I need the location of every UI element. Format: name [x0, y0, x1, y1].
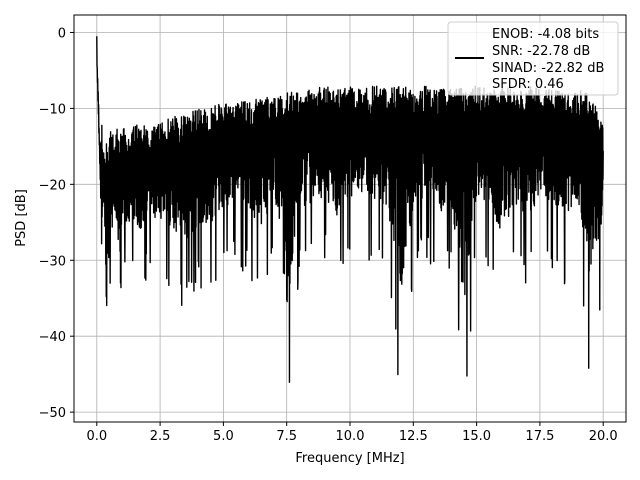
- x-tick-label: 17.5: [525, 429, 554, 444]
- x-tick-label: 2.5: [150, 429, 171, 444]
- psd-series: [96, 36, 604, 383]
- y-tick-label: −20: [39, 178, 66, 193]
- x-tick-label: 10.0: [336, 429, 365, 444]
- x-axis-label: Frequency [MHz]: [295, 451, 404, 466]
- x-tick-label: 5.0: [213, 429, 234, 444]
- x-tick-label: 0.0: [86, 429, 107, 444]
- legend: ENOB: -4.08 bits SNR: -22.78 dB SINAD: -…: [447, 21, 619, 96]
- x-axis-ticks: 0.0 2.5 5.0 7.5 10.0 12.5 15.0 17.5 20.0: [86, 422, 618, 444]
- legend-box: [447, 21, 619, 96]
- legend-entry-snr: SNR: -22.78 dB: [492, 44, 590, 59]
- x-tick-label: 15.0: [462, 429, 491, 444]
- legend-entry-sinad: SINAD: -22.82 dB: [492, 61, 604, 76]
- y-tick-label: −40: [39, 330, 66, 345]
- y-tick-label: −50: [39, 406, 66, 421]
- y-tick-label: −10: [39, 102, 66, 117]
- y-tick-label: −30: [39, 254, 66, 269]
- y-axis-ticks: 0 −10 −20 −30 −40 −50: [39, 26, 74, 421]
- x-tick-label: 7.5: [276, 429, 297, 444]
- x-tick-label: 12.5: [399, 429, 428, 444]
- legend-entry-sfdr: SFDR: 0.46: [492, 77, 564, 92]
- x-tick-label: 20.0: [589, 429, 618, 444]
- psd-series-line: [96, 36, 604, 383]
- legend-entry-enob: ENOB: -4.08 bits: [492, 27, 599, 42]
- y-axis-label: PSD [dB]: [14, 189, 29, 247]
- y-tick-label: 0: [58, 26, 66, 41]
